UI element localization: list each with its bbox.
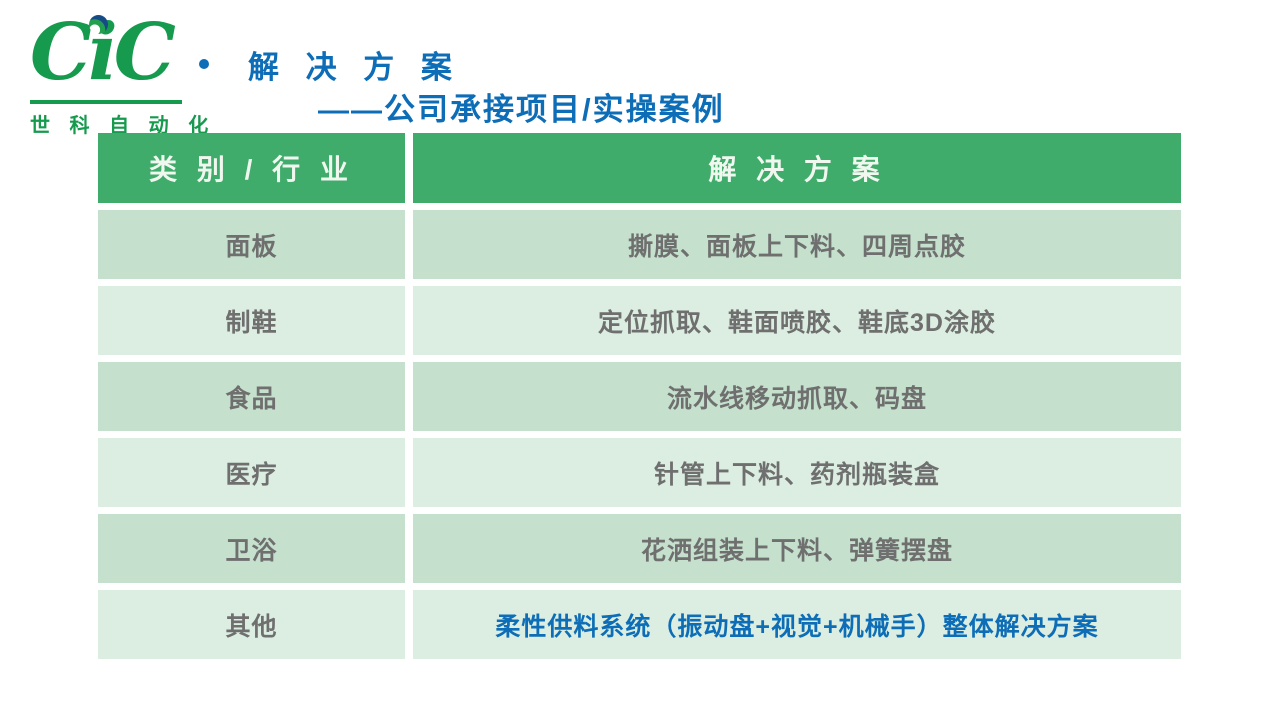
category-cell: 医疗 <box>98 438 405 507</box>
solutions-table: 类 别 / 行 业 解 决 方 案 面板 撕膜、面板上下料、四周点胶 制鞋 定位… <box>98 133 1181 659</box>
table-row: 卫浴 花洒组装上下料、弹簧摆盘 <box>98 514 1181 583</box>
category-cell: 食品 <box>98 362 405 431</box>
table-header-row: 类 别 / 行 业 解 决 方 案 <box>98 133 1181 203</box>
table-row: 制鞋 定位抓取、鞋面喷胶、鞋底3D涂胶 <box>98 286 1181 355</box>
table-body: 面板 撕膜、面板上下料、四周点胶 制鞋 定位抓取、鞋面喷胶、鞋底3D涂胶 食品 … <box>98 210 1181 659</box>
header-category: 类 别 / 行 业 <box>98 133 405 203</box>
solution-cell: 定位抓取、鞋面喷胶、鞋底3D涂胶 <box>413 286 1181 355</box>
category-cell: 卫浴 <box>98 514 405 583</box>
company-logo: CiC 世 科 自 动 化 <box>30 8 216 138</box>
slide-subtitle: ——公司承接项目/实操案例 <box>318 92 725 127</box>
globe-icon <box>89 15 108 34</box>
solution-cell: 撕膜、面板上下料、四周点胶 <box>413 210 1181 279</box>
header-solution: 解 决 方 案 <box>413 133 1181 203</box>
bullet-icon <box>199 59 209 69</box>
logo-underline <box>30 100 182 104</box>
slide-title: 解 决 方 案 <box>248 50 461 85</box>
table-row: 面板 撕膜、面板上下料、四周点胶 <box>98 210 1181 279</box>
table-row: 其他 柔性供料系统（振动盘+视觉+机械手）整体解决方案 <box>98 590 1181 659</box>
category-cell: 面板 <box>98 210 405 279</box>
table-row: 医疗 针管上下料、药剂瓶装盒 <box>98 438 1181 507</box>
table-row: 食品 流水线移动抓取、码盘 <box>98 362 1181 431</box>
category-cell: 其他 <box>98 590 405 659</box>
solution-cell: 花洒组装上下料、弹簧摆盘 <box>413 514 1181 583</box>
logo-company-name: 世 科 自 动 化 <box>30 115 216 137</box>
solution-cell: 针管上下料、药剂瓶装盒 <box>413 438 1181 507</box>
solution-cell: 流水线移动抓取、码盘 <box>413 362 1181 431</box>
solution-cell: 柔性供料系统（振动盘+视觉+机械手）整体解决方案 <box>413 590 1181 659</box>
category-cell: 制鞋 <box>98 286 405 355</box>
